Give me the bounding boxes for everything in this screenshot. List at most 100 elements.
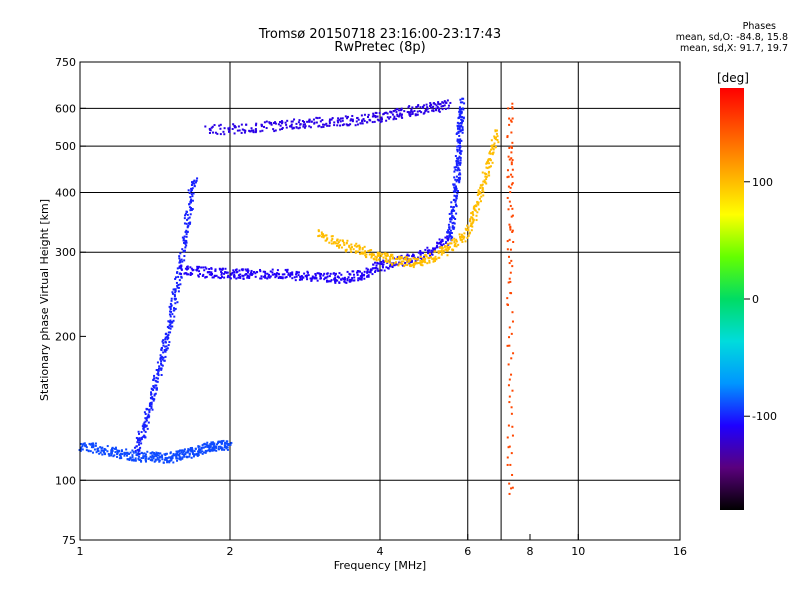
data-point [337, 241, 340, 244]
data-point [162, 461, 165, 464]
data-point [352, 248, 355, 251]
data-point [380, 118, 383, 121]
data-point [458, 107, 461, 110]
data-point [186, 225, 189, 228]
data-point [375, 256, 378, 259]
data-point [239, 276, 242, 279]
data-point [444, 236, 447, 239]
data-point [356, 273, 359, 276]
data-point [443, 104, 446, 107]
data-point [442, 243, 445, 246]
data-point [197, 445, 200, 448]
data-point [99, 451, 102, 454]
data-point [510, 487, 513, 490]
data-point [225, 271, 228, 274]
data-point [334, 272, 337, 275]
data-point [367, 250, 370, 253]
data-point [201, 450, 204, 453]
data-point [185, 222, 188, 225]
data-point [453, 183, 456, 186]
data-point [362, 118, 365, 121]
data-point [386, 254, 389, 257]
data-point [493, 136, 496, 139]
data-point [183, 455, 186, 458]
data-point [195, 179, 198, 182]
data-point [192, 192, 195, 195]
data-point [474, 204, 477, 207]
data-point [344, 115, 347, 118]
data-point [391, 113, 394, 116]
data-point [180, 264, 183, 267]
data-point [458, 172, 461, 175]
data-point [302, 123, 305, 126]
y-tick-label: 600 [55, 102, 76, 115]
data-point [161, 458, 164, 461]
chart-subtitle: RwPretec (8p) [334, 40, 426, 55]
phases-heading: Phases [742, 21, 776, 32]
data-point [446, 231, 449, 234]
data-point [360, 277, 363, 280]
data-point [447, 236, 450, 239]
data-point [264, 270, 267, 273]
data-point [214, 131, 217, 134]
data-point [462, 97, 465, 100]
data-point [379, 262, 382, 265]
data-point [189, 209, 192, 212]
data-point [469, 220, 472, 223]
data-point [183, 235, 186, 238]
data-point [457, 162, 460, 165]
data-point [510, 332, 513, 335]
data-point [176, 452, 179, 455]
data-point [260, 277, 263, 280]
data-point [324, 276, 327, 279]
data-point [436, 241, 439, 244]
data-point [160, 356, 163, 359]
data-point [155, 388, 158, 391]
data-point [322, 274, 325, 277]
data-point [210, 267, 213, 270]
data-point [166, 335, 169, 338]
data-point [362, 252, 365, 255]
data-point [511, 320, 514, 323]
data-point [492, 148, 495, 151]
data-point [409, 258, 412, 261]
data-point [153, 394, 156, 397]
data-point [240, 131, 243, 134]
data-point [441, 244, 444, 247]
data-point [136, 452, 139, 455]
data-point [455, 194, 458, 197]
data-point [110, 451, 113, 454]
data-point [372, 112, 375, 115]
data-point [156, 372, 159, 375]
data-point [351, 118, 354, 121]
data-point [126, 452, 129, 455]
data-point [182, 237, 185, 240]
data-point [391, 253, 394, 256]
data-point [346, 277, 349, 280]
data-point [481, 186, 484, 189]
data-point [106, 450, 109, 453]
data-point [475, 219, 478, 222]
data-point [184, 242, 187, 245]
data-point [232, 275, 235, 278]
data-point [396, 108, 399, 111]
data-point [359, 252, 362, 255]
data-point [369, 119, 372, 122]
data-point [508, 223, 511, 226]
x-tick-label: 2 [227, 545, 234, 558]
data-point [205, 267, 208, 270]
data-point [116, 450, 119, 453]
data-point [177, 275, 180, 278]
data-point [491, 146, 494, 149]
data-point [178, 266, 181, 269]
data-point [459, 149, 462, 152]
data-point [508, 445, 511, 448]
data-point [128, 457, 131, 460]
data-point [439, 240, 442, 243]
data-point [160, 363, 163, 366]
data-point [508, 401, 511, 404]
data-point [210, 441, 213, 444]
data-point [111, 447, 114, 450]
data-point [393, 115, 396, 118]
data-point [153, 393, 156, 396]
